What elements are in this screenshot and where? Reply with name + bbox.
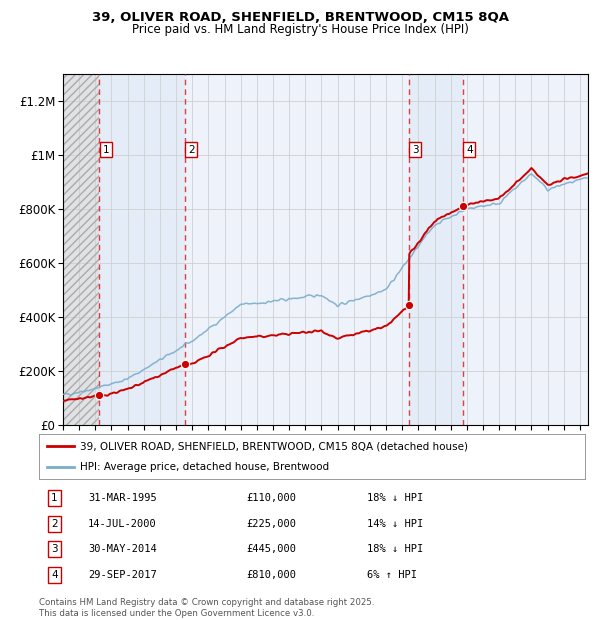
Text: 31-MAR-1995: 31-MAR-1995: [88, 493, 157, 503]
Text: £225,000: £225,000: [247, 518, 296, 529]
Bar: [409, 74, 463, 425]
Text: 2: 2: [188, 144, 194, 155]
Text: 14-JUL-2000: 14-JUL-2000: [88, 518, 157, 529]
Text: HPI: Average price, detached house, Brentwood: HPI: Average price, detached house, Bren…: [80, 463, 329, 472]
Text: Contains HM Land Registry data © Crown copyright and database right 2025.
This d: Contains HM Land Registry data © Crown c…: [39, 598, 374, 618]
Text: Price paid vs. HM Land Registry's House Price Index (HPI): Price paid vs. HM Land Registry's House …: [131, 23, 469, 36]
Text: 2: 2: [51, 518, 58, 529]
Text: 39, OLIVER ROAD, SHENFIELD, BRENTWOOD, CM15 8QA: 39, OLIVER ROAD, SHENFIELD, BRENTWOOD, C…: [91, 11, 509, 24]
Text: 6% ↑ HPI: 6% ↑ HPI: [367, 570, 416, 580]
Text: 1: 1: [51, 493, 58, 503]
Text: 3: 3: [51, 544, 58, 554]
Text: 18% ↓ HPI: 18% ↓ HPI: [367, 544, 423, 554]
Bar: [63, 74, 100, 425]
Text: £445,000: £445,000: [247, 544, 296, 554]
Bar: [63, 74, 100, 425]
Text: 18% ↓ HPI: 18% ↓ HPI: [367, 493, 423, 503]
Text: 29-SEP-2017: 29-SEP-2017: [88, 570, 157, 580]
Text: 3: 3: [412, 144, 419, 155]
Text: 39, OLIVER ROAD, SHENFIELD, BRENTWOOD, CM15 8QA (detached house): 39, OLIVER ROAD, SHENFIELD, BRENTWOOD, C…: [80, 441, 468, 451]
Text: 4: 4: [51, 570, 58, 580]
Text: 1: 1: [103, 144, 109, 155]
Text: 14% ↓ HPI: 14% ↓ HPI: [367, 518, 423, 529]
Bar: [100, 74, 185, 425]
Text: 4: 4: [466, 144, 473, 155]
Text: £110,000: £110,000: [247, 493, 296, 503]
Text: £810,000: £810,000: [247, 570, 296, 580]
Text: 30-MAY-2014: 30-MAY-2014: [88, 544, 157, 554]
